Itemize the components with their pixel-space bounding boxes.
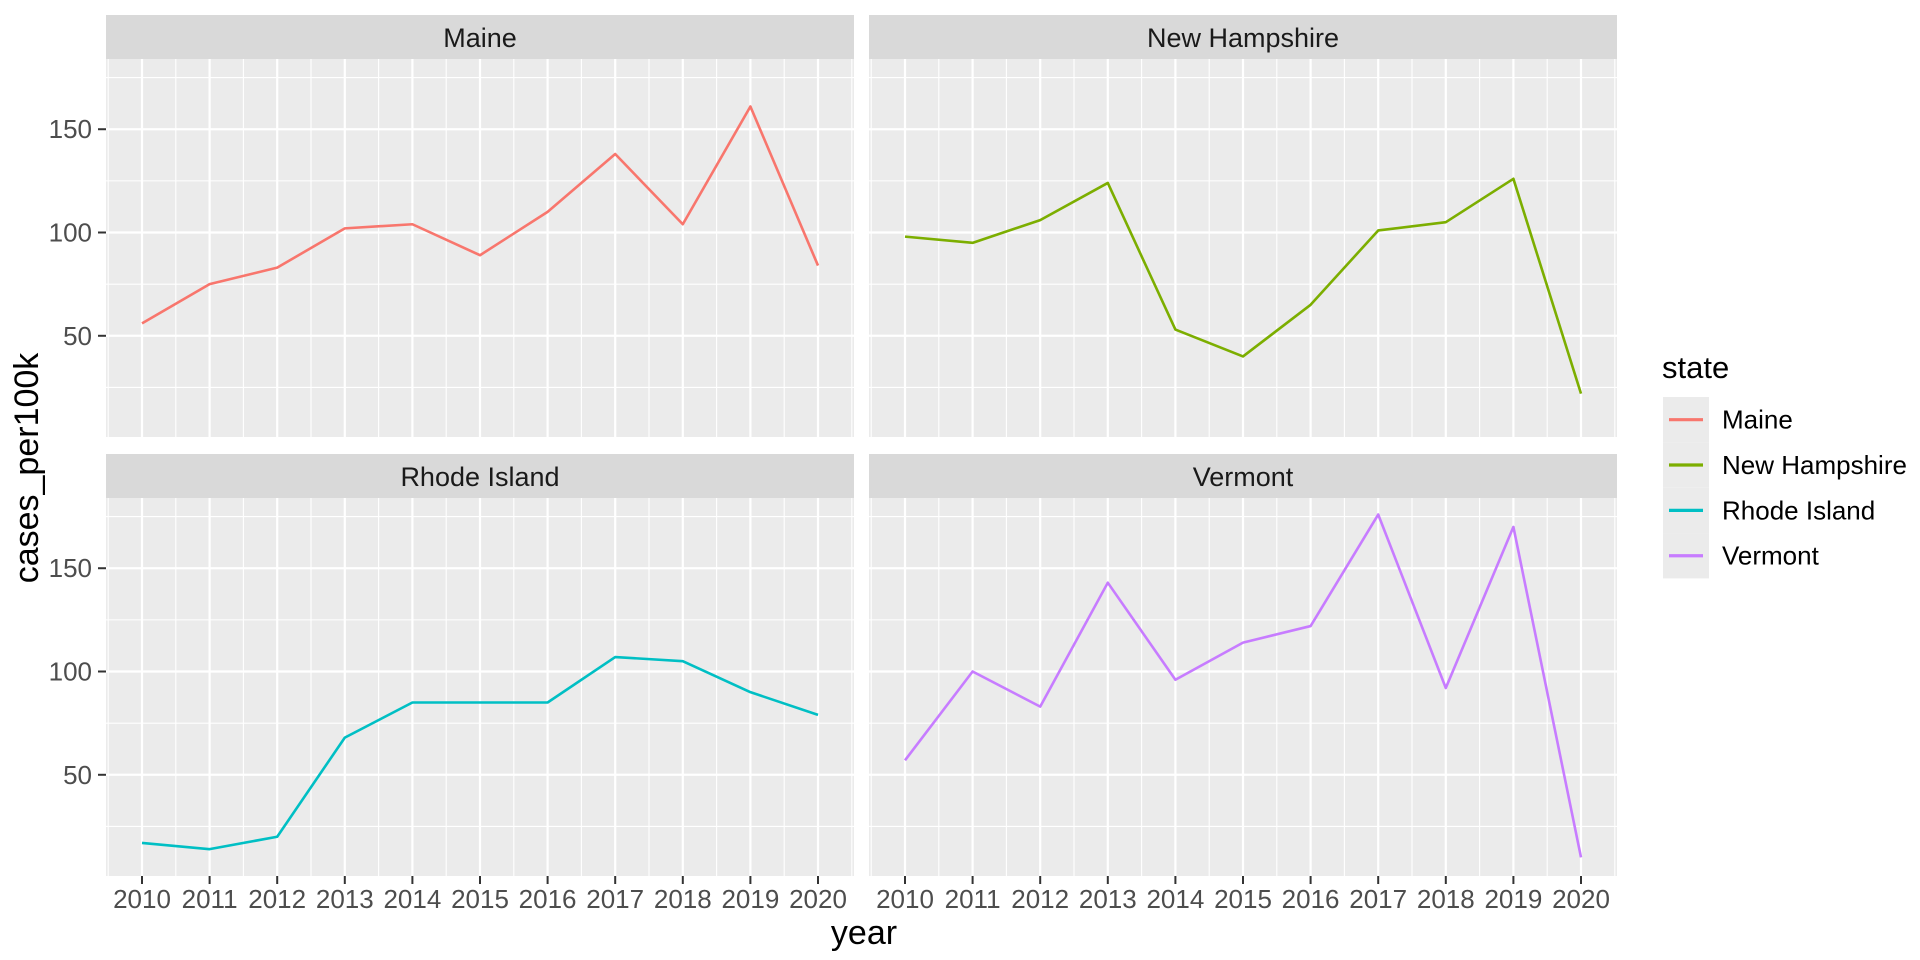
- y-tick-label: 50: [63, 321, 92, 351]
- legend-label: Maine: [1722, 405, 1793, 435]
- facet-maine: Maine 50 100 150: [49, 15, 854, 437]
- x-tick-label: 2010: [113, 884, 171, 914]
- y-tick-label: 150: [49, 114, 92, 144]
- legend: Maine New Hampshire Rhode Island Vermont: [1663, 397, 1907, 579]
- x-tick-label: 2016: [519, 884, 577, 914]
- y-tick-label: 50: [63, 760, 92, 790]
- x-tick-label: 2020: [1552, 884, 1610, 914]
- x-tick-label: 2014: [383, 884, 441, 914]
- x-tick-label: 2014: [1146, 884, 1204, 914]
- facet-vermont: Vermont 2010 2011 2012 2013 2014 2015 2016 2017 2…: [869, 454, 1617, 914]
- facet-strip: [106, 15, 854, 59]
- x-tick-label: 2013: [316, 884, 374, 914]
- x-tick-label: 2015: [451, 884, 509, 914]
- facet-strip: [106, 454, 854, 498]
- x-tick-label: 2019: [1484, 884, 1542, 914]
- y-axis-title: cases_per100k: [8, 352, 46, 584]
- facet-strip-label: Vermont: [1193, 462, 1294, 492]
- data-line-new-hampshire: [904, 177, 1583, 395]
- legend-label: Rhode Island: [1722, 495, 1875, 525]
- facet-strip-label: Rhode Island: [400, 462, 559, 492]
- x-tick-label: 2020: [789, 884, 847, 914]
- x-tick-label: 2012: [248, 884, 306, 914]
- x-tick-label: 2017: [1349, 884, 1407, 914]
- y-tick-label: 100: [49, 657, 92, 687]
- x-tick-label: 2012: [1011, 884, 1069, 914]
- legend-label: Vermont: [1722, 541, 1820, 571]
- legend-label: New Hampshire: [1722, 450, 1907, 480]
- x-tick-label: 2017: [586, 884, 644, 914]
- y-tick-label: 150: [49, 553, 92, 583]
- x-tick-label: 2011: [182, 884, 238, 914]
- x-tick-label: 2013: [1079, 884, 1137, 914]
- data-line-rhode-island: [141, 655, 819, 851]
- facet-strip-label: Maine: [443, 23, 517, 53]
- x-tick-label: 2019: [721, 884, 779, 914]
- x-tick-label: 2010: [876, 884, 934, 914]
- legend-title: state: [1662, 350, 1730, 385]
- y-tick-label: 100: [49, 218, 92, 248]
- facet-strip: [869, 15, 1617, 59]
- data-line-vermont: [903, 513, 1583, 858]
- x-axis-title: year: [830, 914, 898, 952]
- data-line-maine: [141, 105, 820, 325]
- facet-strip: [869, 454, 1617, 498]
- x-tick-label: 2016: [1282, 884, 1340, 914]
- facet-new-hampshire: New Hampshire: [869, 15, 1617, 437]
- facet-strip-label: New Hampshire: [1147, 23, 1339, 53]
- facet-rhode-island: Rhode Island 2010 2011 2012 2013 2014 2015 2016…: [49, 454, 854, 914]
- x-tick-label: 2018: [654, 884, 712, 914]
- x-tick-label: 2015: [1214, 884, 1272, 914]
- x-tick-label: 2011: [945, 884, 1001, 914]
- x-tick-label: 2018: [1417, 884, 1475, 914]
